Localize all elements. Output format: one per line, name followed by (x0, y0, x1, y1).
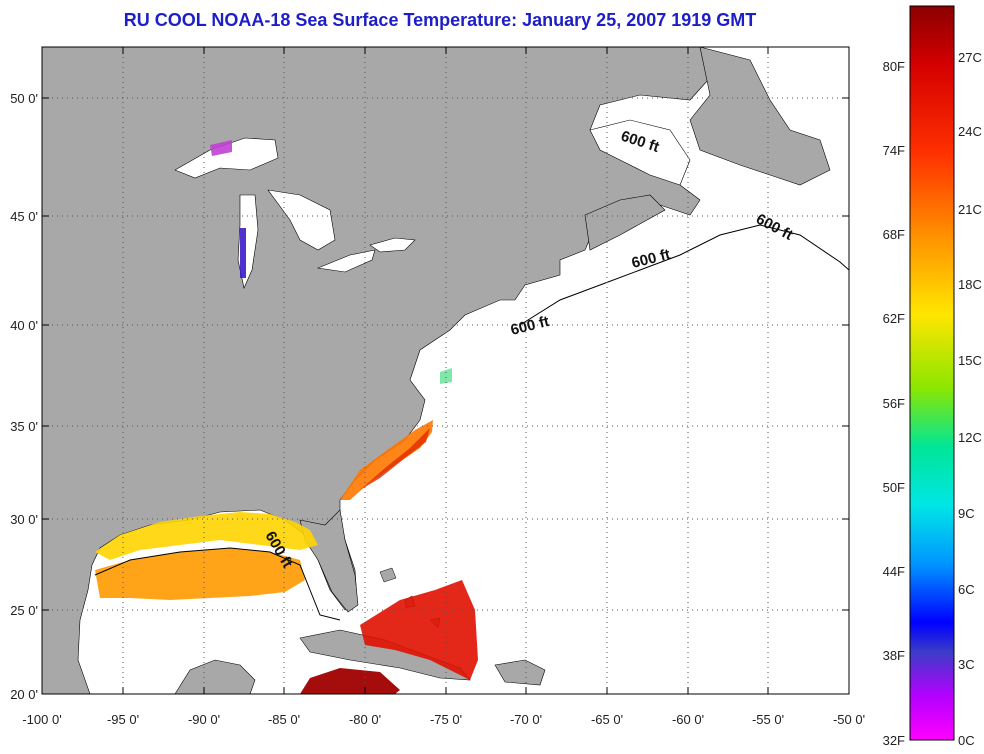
lat-tick-label: 25 0' (10, 603, 38, 618)
lake-erie (316, 249, 376, 273)
lat-tick-label: 20 0' (10, 687, 38, 702)
lon-tick-label: -60 0' (672, 712, 704, 727)
colorbar-f-label: 44F (883, 564, 905, 579)
colorbar-f-label: 56F (883, 396, 905, 411)
map-title: RU COOL NOAA-18 Sea Surface Temperature:… (123, 10, 757, 30)
colorbar-celsius-labels: 27C 24C 21C 18C 15C 12C 9C 6C 3C 0C (958, 50, 982, 748)
sst-lake-superior (210, 140, 232, 156)
colorbar-fahrenheit-labels: 80F 74F 68F 62F 56F 50F 44F 38F 32F (883, 59, 905, 748)
lat-tick-label: 50 0' (10, 91, 38, 106)
colorbar-c-label: 27C (958, 50, 982, 65)
colorbar-c-label: 18C (958, 277, 982, 292)
lon-tick-label: -75 0' (430, 712, 462, 727)
isobath-600ft (519, 224, 849, 326)
sst-gulf-mexico-coast (95, 512, 318, 560)
colorbar-f-label: 32F (883, 733, 905, 748)
colorbar-c-label: 9C (958, 506, 975, 521)
lon-tick-label: -90 0' (188, 712, 220, 727)
lon-tick-label: -100 0' (22, 712, 61, 727)
colorbar-c-label: 0C (958, 733, 975, 748)
lake-ontario (369, 237, 416, 253)
colorbar-c-label: 24C (958, 124, 982, 139)
lon-tick-label: -95 0' (107, 712, 139, 727)
colorbar-f-label: 38F (883, 648, 905, 663)
lon-tick-label: -65 0' (591, 712, 623, 727)
lat-tick-label: 40 0' (10, 318, 38, 333)
land-newfoundland (689, 47, 831, 186)
lon-tick-label: -70 0' (510, 712, 542, 727)
lat-tick-label: 35 0' (10, 419, 38, 434)
latitude-axis: 50 0' 45 0' 40 0' 35 0' 30 0' 25 0' 20 0' (10, 91, 849, 702)
colorbar-c-label: 3C (958, 657, 975, 672)
sst-caribbean (300, 668, 400, 694)
isobath-600ft-gulf (94, 547, 341, 621)
colorbar (909, 5, 955, 741)
lon-tick-label: -80 0' (349, 712, 381, 727)
longitude-axis: -100 0' -95 0' -90 0' -85 0' -80 0' -75 0' -70… (22, 47, 865, 727)
sst-carolina-cool (440, 368, 452, 384)
colorbar-c-label: 12C (958, 430, 982, 445)
lon-tick-label: -50 0' (833, 712, 865, 727)
lake-huron (267, 189, 336, 251)
colorbar-f-label: 62F (883, 311, 905, 326)
sst-gulf-stream-carolinas (340, 420, 433, 500)
colorbar-f-label: 50F (883, 480, 905, 495)
gulf-st-lawrence (589, 119, 691, 186)
lat-tick-label: 45 0' (10, 209, 38, 224)
colorbar-c-label: 21C (958, 202, 982, 217)
colorbar-f-label: 80F (883, 59, 905, 74)
land-hispaniola (494, 659, 546, 686)
colorbar-c-label: 6C (958, 582, 975, 597)
lon-tick-label: -85 0' (268, 712, 300, 727)
land-florida (299, 509, 359, 613)
lat-tick-label: 30 0' (10, 512, 38, 527)
sst-lake-michigan (240, 228, 246, 278)
sst-gulf-mexico-warm (95, 548, 305, 600)
colorbar-f-label: 68F (883, 227, 905, 242)
land-yucatan (174, 659, 256, 694)
sst-florida-keys (360, 580, 478, 680)
colorbar-f-label: 74F (883, 143, 905, 158)
colorbar-c-label: 15C (958, 353, 982, 368)
land-nova-scotia (584, 194, 666, 251)
lon-tick-label: -55 0' (752, 712, 784, 727)
